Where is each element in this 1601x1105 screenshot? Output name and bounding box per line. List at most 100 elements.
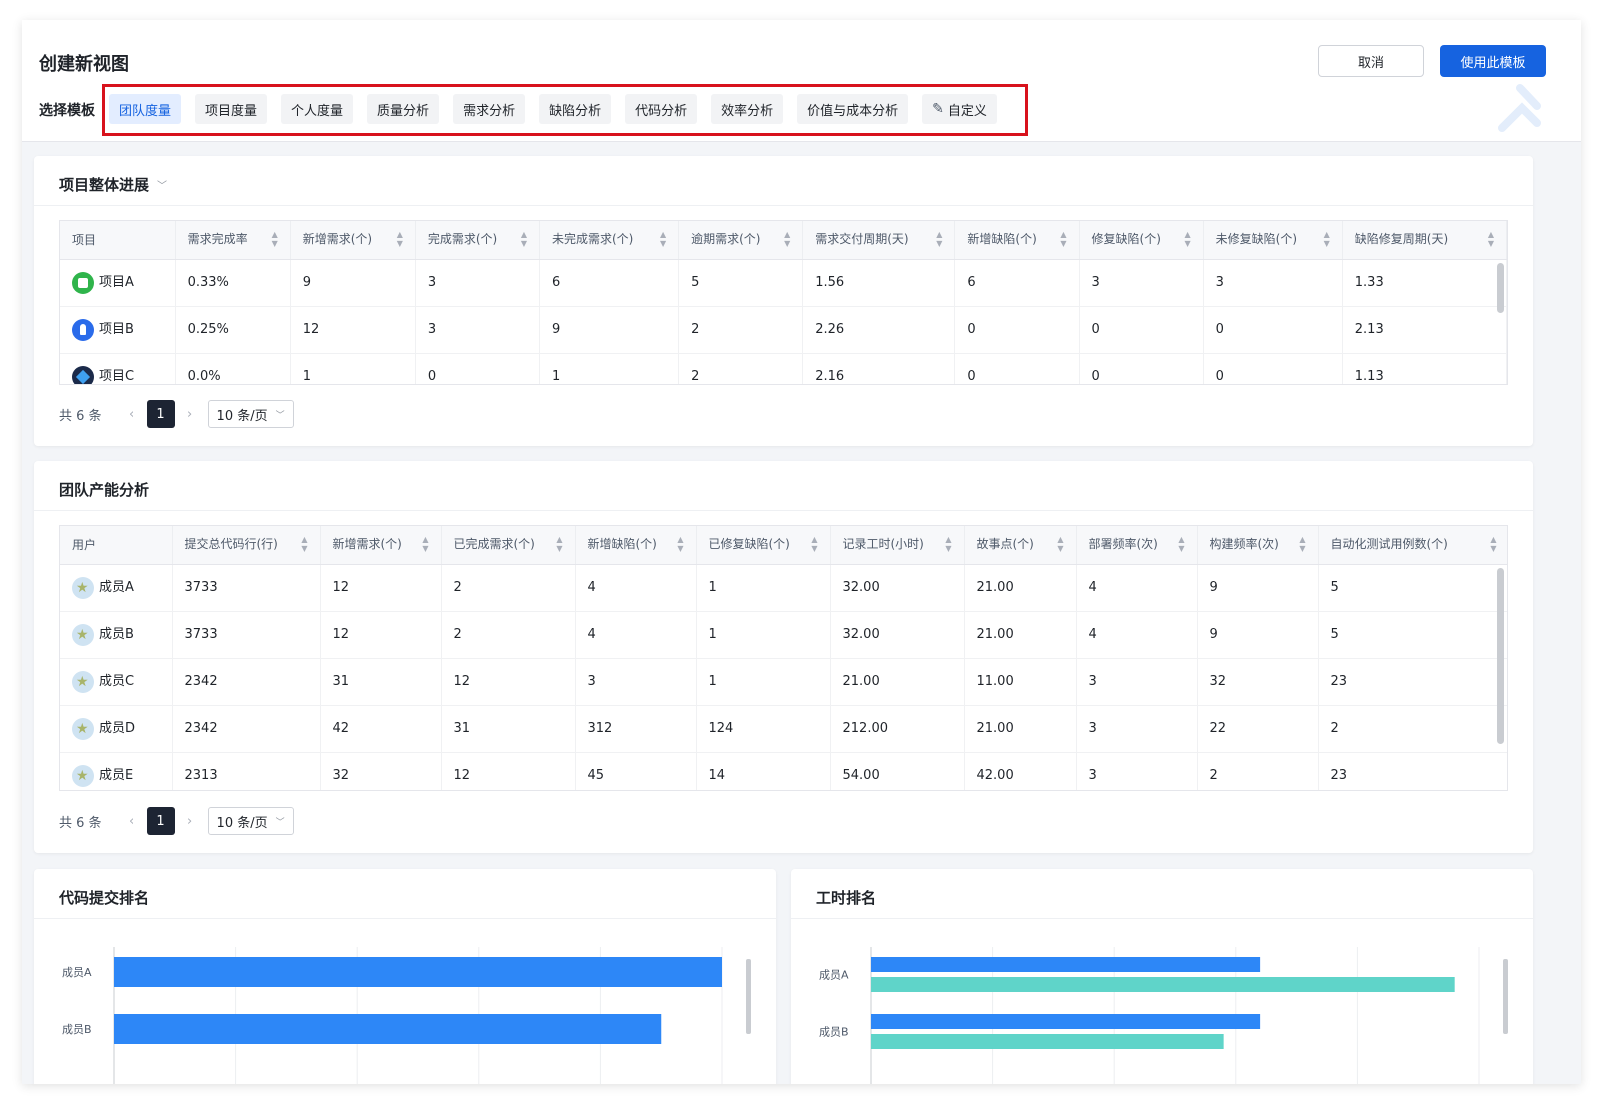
column-header[interactable]: 构建频率(次) ▲ ▼ [1197,526,1319,565]
next-page-icon[interactable]: › [186,406,193,422]
table-cell: 3 [415,259,540,307]
page-number[interactable]: 1 [146,400,175,428]
sort-icon[interactable]: ▲ ▼ [301,535,308,554]
table-cell: 2 [678,306,804,354]
template-tab-label: 效率分析 [721,103,774,119]
table-cell: 6 [539,259,680,307]
column-header[interactable]: 已修复缺陷(个) ▲ ▼ [696,526,831,565]
column-header[interactable]: 项目 [60,221,176,260]
template-tab[interactable]: ✎ 自定义 [922,94,997,124]
chart-scrollbar[interactable] [746,959,751,1034]
template-tab[interactable]: 质量分析 [367,94,440,124]
page-number[interactable]: 1 [146,807,175,835]
column-header[interactable]: 记录工时(小时) ▲ ▼ [830,526,965,565]
column-header[interactable]: 提交总代码行(行) ▲ ▼ [172,526,321,565]
column-header[interactable]: 新增缺陷(个) ▲ ▼ [575,526,697,565]
create-view-dialog: 创建新视图 取消 使用此模板 选择模板 团队度量 项目度量 个人度量 质量分析 需求分析… [22,20,1581,1084]
sort-icon[interactable]: ▲ ▼ [422,535,429,554]
sort-icon[interactable]: ▲ ▼ [677,535,684,554]
table-row[interactable]: 项目B 0.25% 12 3 9 2 2.26 0 0 0 2.13 [60,306,1507,354]
sort-icon[interactable]: ▲ ▼ [1060,230,1067,249]
sort-icon[interactable]: ▲ ▼ [1490,535,1497,554]
sort-icon[interactable]: ▲ ▼ [1178,535,1185,554]
column-header[interactable]: 需求交付周期(天) ▲ ▼ [802,221,956,260]
total-count: 共 6 条 [59,408,102,424]
team-capacity-title: 团队产能分析 [59,481,150,499]
sort-icon[interactable]: ▲ ▼ [520,230,527,249]
table-cell: 21.00 [964,564,1077,612]
sort-icon[interactable]: ▲ ▼ [1487,230,1494,249]
prev-page-icon[interactable]: ‹ [128,813,135,829]
table-cell: 21.00 [830,658,965,706]
column-header[interactable]: 部署频率(次) ▲ ▼ [1076,526,1198,565]
column-header[interactable]: 未完成需求(个) ▲ ▼ [539,221,680,260]
column-header[interactable]: 新增需求(个) ▲ ▼ [320,526,442,565]
bar[interactable] [871,977,1455,992]
column-header[interactable]: 修复缺陷(个) ▲ ▼ [1079,221,1204,260]
column-header[interactable]: 逾期需求(个) ▲ ▼ [678,221,804,260]
use-template-button[interactable]: 使用此模板 [1440,45,1546,77]
template-tab[interactable]: 项目度量 [195,94,268,124]
column-header[interactable]: 已完成需求(个) ▲ ▼ [441,526,576,565]
column-header[interactable]: 缺陷修复周期(天) ▲ ▼ [1342,221,1507,260]
table-scrollbar[interactable] [1497,568,1504,744]
column-header[interactable]: 完成需求(个) ▲ ▼ [415,221,540,260]
table-cell: 3733 [172,564,321,612]
project-a-avatar [72,271,94,294]
template-tab[interactable]: 代码分析 [625,94,698,124]
template-tab[interactable]: 缺陷分析 [539,94,612,124]
sort-icon[interactable]: ▲ ▼ [1057,535,1064,554]
template-tab-label: 自定义 [947,103,987,119]
page-size-select[interactable]: 10 条/页 ﹀ [207,400,294,428]
sort-icon[interactable]: ▲ ▼ [784,230,791,249]
table-row[interactable]: 项目A 0.33% 9 3 6 5 1.56 6 3 3 1.33 [60,259,1507,307]
template-tab[interactable]: 效率分析 [711,94,784,124]
sort-icon[interactable]: ▲ ▼ [659,230,667,249]
column-header[interactable]: 新增缺陷(个) ▲ ▼ [954,221,1080,260]
chevron-down-icon: ﹀ [275,410,285,421]
bar[interactable] [114,1014,662,1044]
sort-icon[interactable]: ▲ ▼ [1323,230,1330,249]
chart-scrollbar[interactable] [1503,959,1508,1034]
bar[interactable] [114,957,722,987]
column-header[interactable]: 需求完成率 ▲ ▼ [175,221,291,260]
prev-page-icon[interactable]: ‹ [128,406,135,422]
chevron-down-icon[interactable]: ﹀ [157,181,168,192]
bar[interactable] [871,1034,1224,1049]
sort-icon[interactable]: ▲ ▼ [1184,230,1191,249]
column-header[interactable]: 未修复缺陷(个) ▲ ▼ [1203,221,1343,260]
template-tab[interactable]: 团队度量 [109,94,182,124]
page-size-select[interactable]: 10 条/页 ﹀ [207,807,294,835]
template-tab[interactable]: 价值与成本分析 [797,94,909,124]
table-cell: 9 [1197,564,1319,612]
sort-icon[interactable]: ▲ ▼ [936,230,943,249]
column-header[interactable]: 故事点(个) ▲ ▼ [964,526,1077,565]
table-row[interactable]: 项目C 0.0% 1 0 1 2 2.16 0 0 0 1.13 [60,353,1507,384]
column-header[interactable]: 自动化测试用例数(个) ▲ ▼ [1318,526,1507,565]
table-cell: 5 [1318,611,1507,659]
sort-icon[interactable]: ▲ ▼ [556,535,563,554]
sort-icon[interactable]: ▲ ▼ [396,230,403,249]
table-scrollbar[interactable] [1497,263,1504,313]
sort-icon[interactable]: ▲ ▼ [811,535,818,554]
table-cell: 5 [678,259,804,307]
template-tab[interactable]: 需求分析 [453,94,526,124]
column-header[interactable]: 用户 [60,526,173,565]
table-cell: 32.00 [830,611,965,659]
table-cell: 0 [415,353,540,384]
sort-icon[interactable]: ▲ ▼ [1299,535,1306,554]
table-cell: 32 [320,752,442,790]
template-tab[interactable]: 个人度量 [281,94,354,124]
bar[interactable] [871,957,1261,972]
bar[interactable] [871,1014,1261,1029]
sort-icon[interactable]: ▲ ▼ [271,230,278,249]
sort-icon[interactable]: ▲ ▼ [945,535,952,554]
cancel-button[interactable]: 取消 [1318,45,1424,77]
column-header[interactable]: 新增需求(个) ▲ ▼ [290,221,416,260]
next-page-icon[interactable]: › [186,813,193,829]
